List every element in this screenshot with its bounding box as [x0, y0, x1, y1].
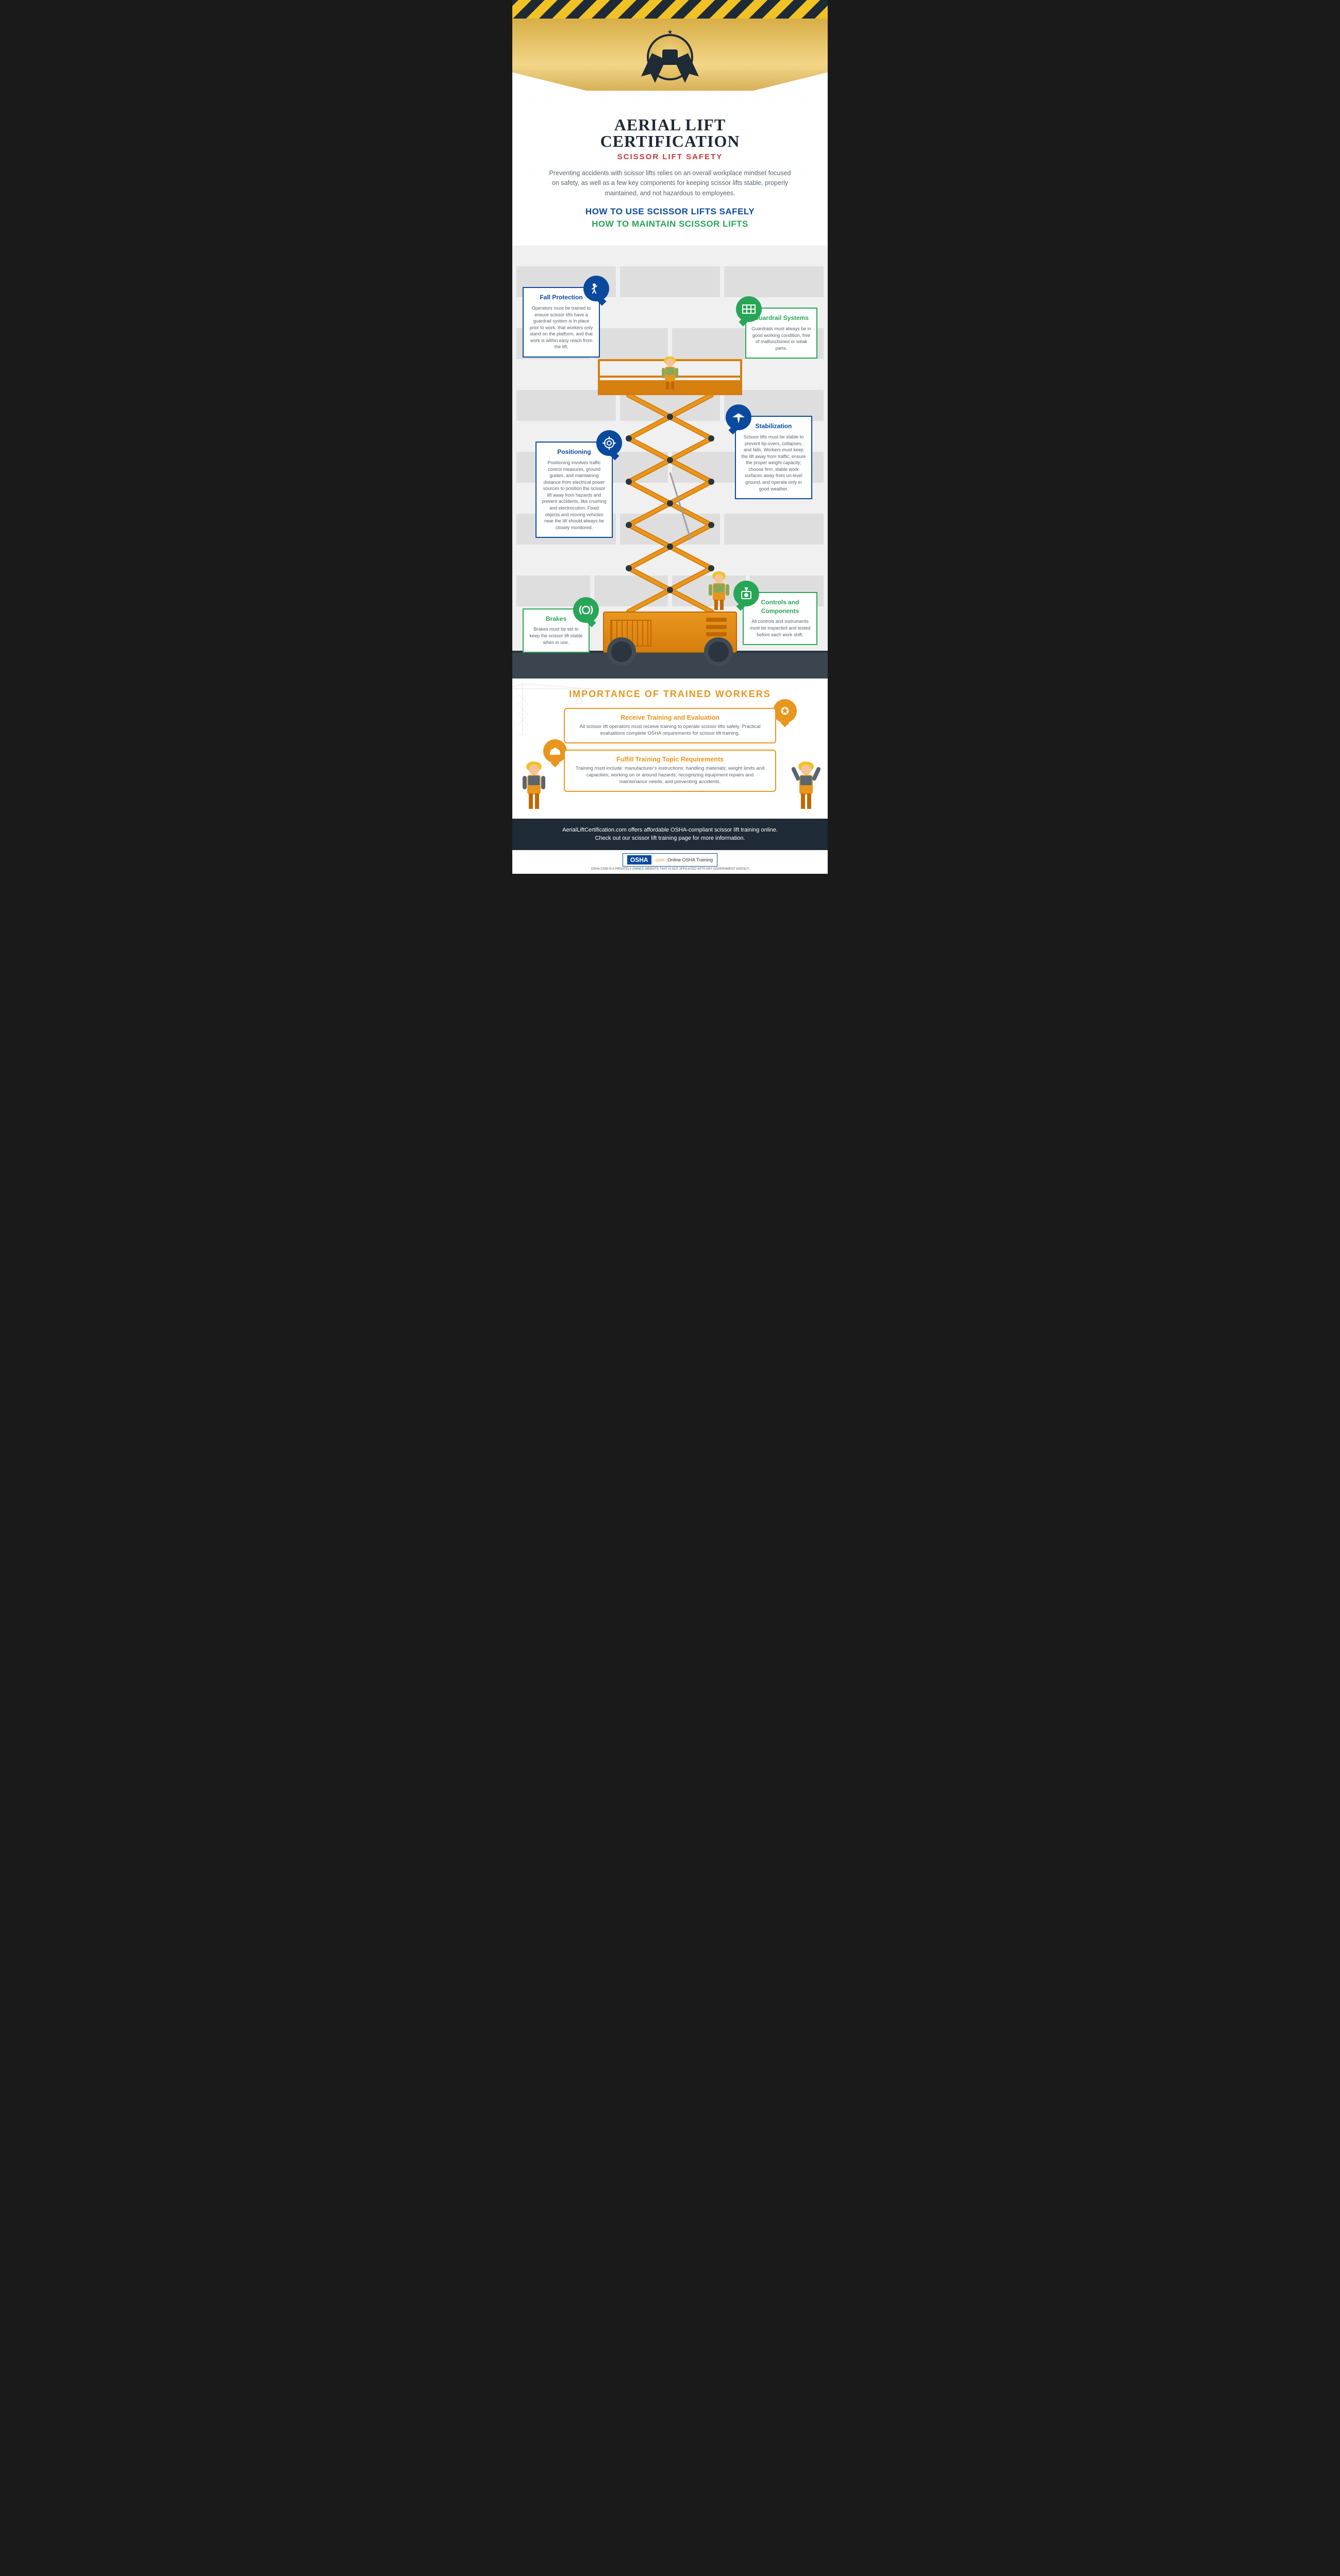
osha-bar: OSHA .com Online OSHA Training OSHA.COM … — [512, 850, 828, 874]
footer-line-1: AerialLiftCertification.com offers affor… — [528, 826, 812, 835]
subtitle: SCISSOR LIFT SAFETY — [528, 152, 812, 161]
callout-body: Brakes must be set to keep the scissor l… — [529, 626, 583, 646]
osha-tagline: Online OSHA Training — [667, 857, 713, 862]
osha-logo: OSHA .com Online OSHA Training — [623, 853, 717, 867]
award-badge-icon: ✪ — [773, 699, 797, 723]
positioning-icon — [596, 430, 622, 456]
training-body: All scissor lift operators must receive … — [572, 723, 768, 737]
stabilization-icon — [726, 404, 751, 430]
importance-heading: IMPORTANCE OF TRAINED WORKERS — [528, 689, 812, 700]
brakes-icon — [573, 597, 599, 623]
title-block: AERIAL LIFT CERTIFICATION SCISSOR LIFT S… — [512, 91, 828, 246]
intro-text: Preventing accidents with scissor lifts … — [546, 168, 794, 198]
lift-base — [603, 612, 737, 653]
fall-icon — [583, 276, 609, 301]
training-title: Fulfill Training Topic Requirements — [572, 756, 768, 763]
callout-guardrail: Guardrail Systems Guardrails must always… — [745, 308, 817, 359]
callout-body: Scissor lifts must be stable to prevent … — [741, 434, 806, 492]
callout-body: All controls and instruments must be ins… — [749, 618, 811, 638]
osha-text: OSHA — [627, 855, 651, 865]
scissor-lift — [593, 359, 747, 653]
controls-icon — [733, 581, 759, 606]
callout-body: Guardrails must always be in good workin… — [751, 326, 811, 351]
callout-body: Operators must be trained to ensure scis… — [529, 305, 594, 350]
callout-positioning: Positioning Positioning involves traffic… — [535, 442, 613, 538]
certification-seal: ★ — [647, 34, 693, 80]
callout-title: Fall Protection — [529, 293, 594, 302]
callout-title: Controls and Components — [749, 598, 811, 616]
callout-title: Guardrail Systems — [751, 314, 811, 323]
training-body: Training must include: manufacturer's in… — [572, 765, 768, 786]
callout-stabilization: Stabilization Scissor lifts must be stab… — [735, 416, 812, 499]
road — [512, 653, 828, 679]
worker-at-base — [706, 570, 732, 614]
worker-on-platform — [659, 354, 681, 393]
wheel-left — [607, 637, 636, 666]
title-line-2: CERTIFICATION — [600, 132, 740, 150]
training-box-1: Receive Training and Evaluation All scis… — [564, 708, 776, 743]
caution-stripe — [512, 0, 828, 19]
title-line-1: AERIAL LIFT — [614, 115, 726, 134]
seal-star-icon: ★ — [667, 28, 673, 36]
wheel-right — [704, 637, 733, 666]
howto-maintain-heading: HOW TO MAINTAIN SCISSOR LIFTS — [528, 219, 812, 229]
callout-body: Positioning involves traffic control mea… — [542, 460, 607, 531]
howto-use-heading: HOW TO USE SCISSOR LIFTS SAFELY — [528, 207, 812, 217]
callout-brakes: Brakes Brakes must be set to keep the sc… — [523, 608, 590, 653]
callout-controls: Controls and Components All controls and… — [743, 592, 817, 645]
seal-lift-icon — [662, 49, 678, 65]
lift-platform — [598, 359, 742, 395]
callout-fall-protection: Fall Protection Operators must be traine… — [523, 287, 600, 358]
footer-line-2: Check out our scissor lift training page… — [528, 834, 812, 843]
footer: AerialLiftCertification.com offers affor… — [512, 819, 828, 850]
training-title: Receive Training and Evaluation — [572, 714, 768, 721]
osha-disclaimer: OSHA.COM IS A PRIVATELY OWNED WEBSITE TH… — [515, 868, 825, 871]
infographic-container: ★ AERIAL LIFT CERTIFICATION SCISSOR LIFT… — [512, 0, 828, 874]
training-box-2: Fulfill Training Topic Requirements Trai… — [564, 750, 776, 792]
callout-title: Stabilization — [741, 422, 806, 431]
guardrail-icon — [736, 296, 762, 322]
main-title: AERIAL LIFT CERTIFICATION — [528, 91, 812, 149]
importance-section: IMPORTANCE OF TRAINED WORKERS ✪ Receive … — [512, 679, 828, 818]
callout-title: Positioning — [542, 448, 607, 456]
scissor-lift-scene: Fall Protection Operators must be traine… — [512, 246, 828, 679]
